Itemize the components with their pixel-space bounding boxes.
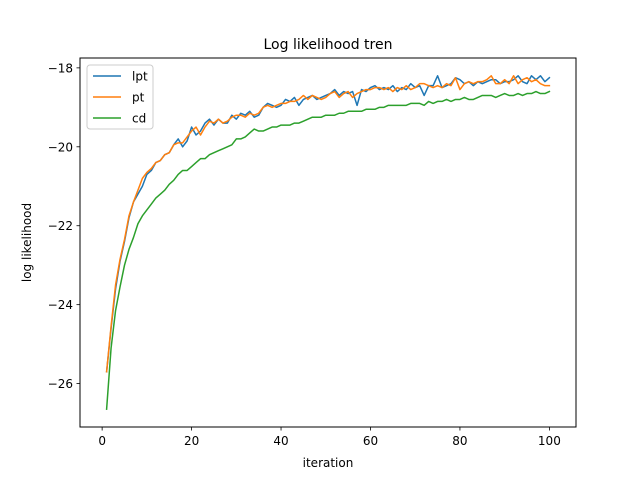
x-tick-label: 80 <box>452 434 467 448</box>
y-axis-label: log likelihood <box>20 203 34 282</box>
x-tick-label: 60 <box>363 434 378 448</box>
series-line-cd <box>105 90 551 411</box>
x-tick-label: 40 <box>273 434 288 448</box>
y-tick-label: −26 <box>48 377 73 391</box>
series-line-pt <box>105 75 551 373</box>
x-tick-label: 100 <box>538 434 561 448</box>
x-axis-label: iteration <box>303 456 354 470</box>
chart-title: Log likelihood tren <box>263 37 392 53</box>
y-tick-label: −22 <box>48 219 73 233</box>
y-tick-label: −24 <box>48 298 73 312</box>
plot-frame <box>79 57 577 428</box>
y-tick-label: −18 <box>48 61 73 75</box>
y-axis: −26 −24 −22 −20 −18 <box>48 61 80 391</box>
x-axis: 0 20 40 60 80 100 <box>98 427 561 448</box>
series-layer <box>105 75 551 411</box>
legend: lpt pt cd <box>86 64 154 130</box>
legend-label-pt: pt <box>132 91 145 105</box>
legend-label-cd: cd <box>132 112 146 126</box>
x-tick-label: 20 <box>184 434 199 448</box>
x-tick-label: 0 <box>98 434 106 448</box>
y-tick-label: −20 <box>48 140 73 154</box>
legend-label-lpt: lpt <box>132 70 148 84</box>
